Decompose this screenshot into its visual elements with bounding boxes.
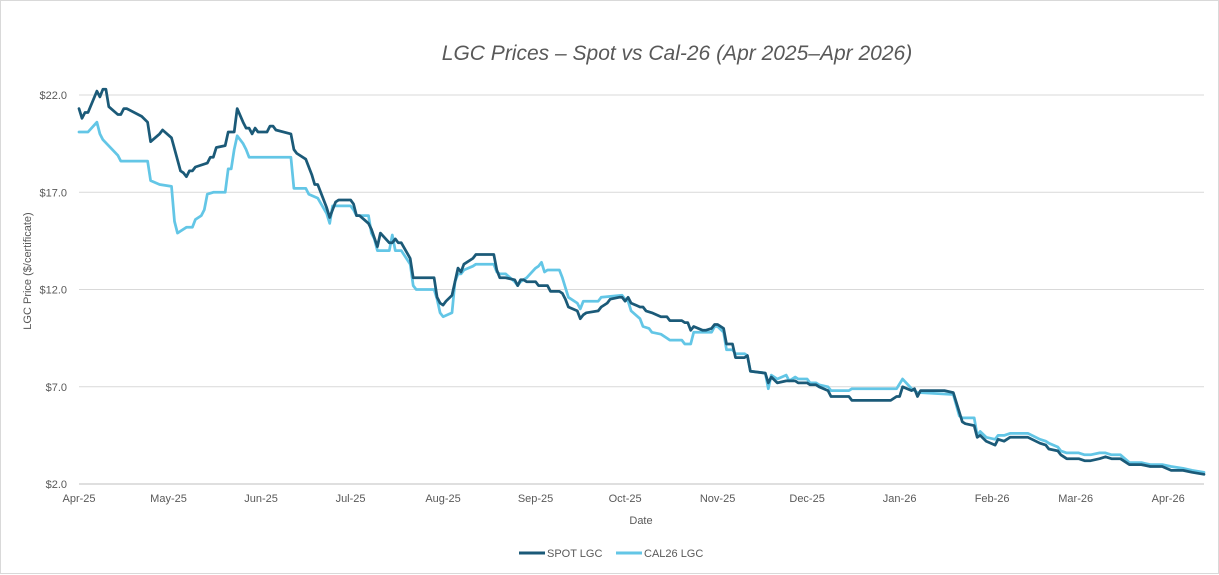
gridlines <box>79 94 1204 388</box>
x-tick-label: Dec-25 <box>789 493 824 505</box>
x-tick-label: Apr-25 <box>62 493 95 505</box>
x-tick-label: Aug-25 <box>425 493 460 505</box>
x-tick-label: Jan-26 <box>883 493 917 505</box>
legend-label: CAL26 LGC <box>644 548 703 560</box>
x-tick-label: Sep-25 <box>518 493 553 505</box>
x-tick-label: Mar-26 <box>1058 493 1093 505</box>
chart-title: LGC Prices – Spot vs Cal-26 (Apr 2025–Ap… <box>442 42 912 65</box>
x-tick-label: Feb-26 <box>975 493 1010 505</box>
x-axis-title: Date <box>629 515 652 527</box>
x-tick-label: Oct-25 <box>609 493 642 505</box>
series-line-spot-lgc <box>77 87 1206 476</box>
y-tick-label: $7.0 <box>46 382 67 394</box>
y-tick-label: $2.0 <box>46 479 67 491</box>
legend-label: SPOT LGC <box>547 548 602 560</box>
x-tick-label: Apr-26 <box>1152 493 1185 505</box>
x-axis-ticks: Apr-25 May-25 Jun-25 Jul-25 Aug-25 Sep-25 Oct-… <box>62 493 1184 505</box>
y-axis-title: LGC Price ($/certificate) <box>22 212 34 329</box>
series-lines <box>77 87 1206 476</box>
x-tick-label: Jul-25 <box>336 493 366 505</box>
y-axis-ticks: $2.0 $7.0 $12.0 $17.0 $22.0 <box>39 90 67 491</box>
series-line-cal26-lgc <box>77 120 1206 474</box>
x-tick-label: May-25 <box>150 493 187 505</box>
x-tick-label: Jun-25 <box>244 493 278 505</box>
y-tick-label: $17.0 <box>39 187 67 199</box>
legend: SPOT LGC CAL26 LGC <box>519 548 703 560</box>
y-tick-label: $22.0 <box>39 90 67 102</box>
x-tick-label: Nov-25 <box>700 493 735 505</box>
y-tick-label: $12.0 <box>39 285 67 297</box>
